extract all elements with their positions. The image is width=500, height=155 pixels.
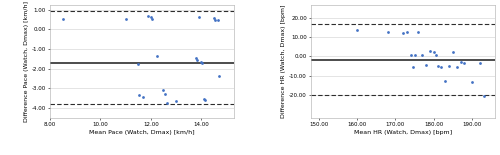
Point xyxy=(408,66,416,68)
Point xyxy=(211,19,219,22)
Point xyxy=(460,62,468,64)
Point xyxy=(58,18,66,21)
Y-axis label: Difference HR (Watch, Dmax) [bpm]: Difference HR (Watch, Dmax) [bpm] xyxy=(282,4,286,118)
Point xyxy=(160,89,168,91)
Point xyxy=(418,54,426,57)
Point xyxy=(144,15,152,18)
Point xyxy=(441,80,449,83)
X-axis label: Mean HR (Watch, Dmax) [bpm]: Mean HR (Watch, Dmax) [bpm] xyxy=(354,130,452,135)
Point xyxy=(403,31,411,34)
Point xyxy=(456,61,464,63)
Point xyxy=(122,18,130,21)
Point xyxy=(163,102,171,104)
Point xyxy=(353,28,361,31)
Point xyxy=(426,49,434,52)
Point xyxy=(406,54,414,57)
Point xyxy=(399,32,407,35)
Point xyxy=(476,62,484,64)
Point xyxy=(200,98,207,100)
Point xyxy=(160,93,168,95)
Point xyxy=(215,75,223,78)
Y-axis label: Difference Pace (Watch, Dmax) [km/h]: Difference Pace (Watch, Dmax) [km/h] xyxy=(24,1,29,122)
Point xyxy=(136,94,143,96)
Point xyxy=(434,65,442,67)
Point xyxy=(438,66,446,68)
Point xyxy=(197,60,205,63)
Point xyxy=(192,57,200,59)
Point xyxy=(414,31,422,34)
Point xyxy=(134,62,142,65)
Point xyxy=(432,54,440,57)
Point xyxy=(153,55,161,57)
Point xyxy=(430,50,438,53)
Point xyxy=(384,31,392,34)
Point xyxy=(468,81,476,84)
Point xyxy=(422,64,430,66)
Point xyxy=(198,62,206,64)
Point xyxy=(214,19,222,22)
Point xyxy=(194,58,202,61)
Point xyxy=(147,16,155,19)
Point xyxy=(201,99,209,101)
Point xyxy=(210,17,218,20)
Point xyxy=(194,16,202,19)
Point xyxy=(139,96,147,98)
Point xyxy=(172,100,180,102)
Point xyxy=(449,50,457,53)
Point xyxy=(410,54,418,57)
X-axis label: Mean Pace (Watch, Dmax) [km/h]: Mean Pace (Watch, Dmax) [km/h] xyxy=(89,130,195,135)
Point xyxy=(452,66,460,68)
Point xyxy=(148,18,156,21)
Point xyxy=(480,95,488,97)
Point xyxy=(445,65,453,67)
